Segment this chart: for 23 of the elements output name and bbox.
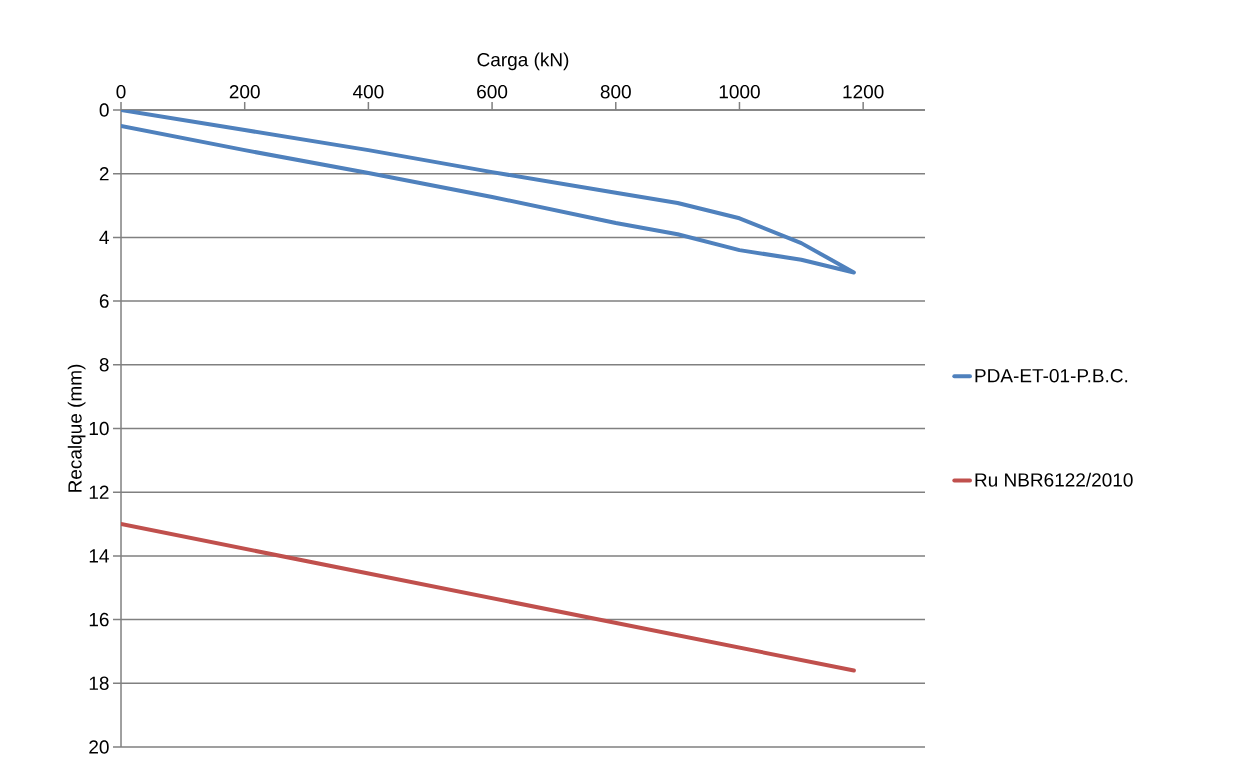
legend-label: PDA-ET-01-P.B.C. (975, 368, 1128, 383)
line-series (121, 110, 856, 275)
x-tick-label: 600 (477, 85, 508, 99)
x-axis-title: Carga (kN) (477, 52, 569, 71)
y-axis-title: Recalque (mm) (67, 364, 86, 492)
x-tick-label: 200 (229, 85, 260, 99)
y-tick-label: 2 (99, 167, 109, 181)
y-tick-label: 4 (99, 230, 109, 244)
y-tick-label: 10 (89, 421, 109, 436)
y-tick-label: 18 (89, 676, 109, 691)
y-tick-label: 14 (89, 549, 109, 563)
y-tick-label: 6 (99, 294, 109, 308)
legend-label: Ru NBR6122/2010 (975, 472, 1133, 487)
x-tick-label: 1000 (719, 85, 760, 99)
y-tick-label: 20 (89, 740, 109, 754)
y-tick-label: 12 (89, 485, 109, 499)
y-tick-label: 8 (99, 358, 109, 372)
x-tick-label: 800 (600, 85, 631, 99)
y-tick-label: 0 (99, 103, 109, 117)
x-tick-label: 1200 (843, 85, 884, 99)
y-tick-label: 16 (89, 612, 109, 627)
x-tick-label: 400 (352, 85, 384, 99)
x-tick-label: 0 (116, 85, 126, 99)
